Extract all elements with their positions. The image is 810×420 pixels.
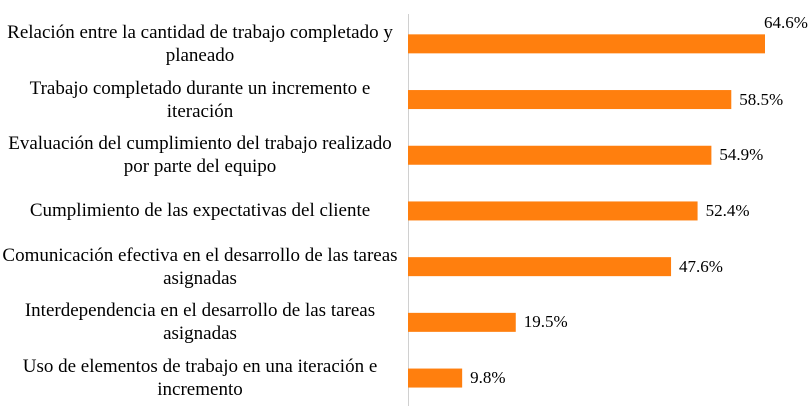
bar [408,257,672,277]
value-label: 9.8% [470,368,506,388]
category-label: Interdependencia en el desarrollo de las… [24,300,376,345]
bar [408,145,712,165]
value-label: 52.4% [705,200,750,220]
value-label: 58.5% [739,89,784,109]
value-label: 64.6% [764,13,808,33]
value-label: 19.5% [523,312,568,332]
bar [408,368,463,388]
bar [408,201,698,221]
category-label: Cumplimiento de las expectativas del cli… [29,200,371,222]
bar [408,34,765,54]
value-label: 47.6% [679,256,723,276]
bar [408,312,516,332]
category-label: Relación entre la cantidad de trabajo co… [7,21,393,66]
category-label: Trabajo completado durante un incremento… [29,77,371,122]
category-label: Uso de elementos de trabajo en una itera… [22,356,378,401]
category-label: Comunicación efectiva en el desarrollo d… [2,244,398,289]
value-label: 54.9% [719,145,764,165]
category-label: Evaluación del cumplimiento del trabajo … [8,133,392,178]
bar [408,90,732,110]
